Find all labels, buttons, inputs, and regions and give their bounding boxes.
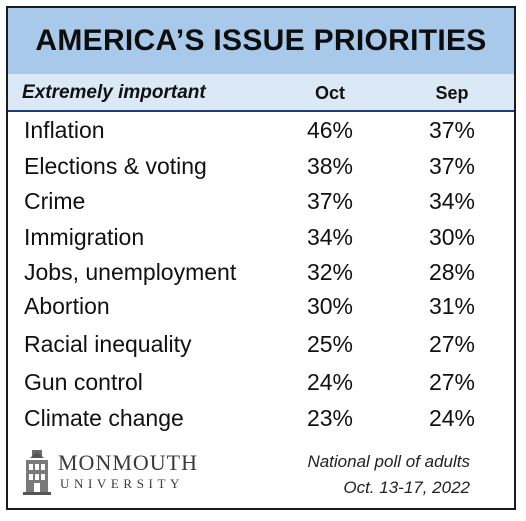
issue-label: Climate change <box>24 405 184 431</box>
logo-name: MONMOUTH <box>58 450 198 475</box>
logo-subtitle: UNIVERSITY <box>60 476 184 491</box>
table-row: Gun control 24% 27% <box>8 364 514 400</box>
value-oct: 32% <box>306 259 354 285</box>
issue-label: Jobs, unemployment <box>24 259 237 285</box>
footer: MONMOUTH UNIVERSITY National poll of adu… <box>8 440 514 508</box>
table-row: Racial inequality 25% 27% <box>8 326 514 362</box>
value-oct: 24% <box>306 369 354 395</box>
value-sep: 27% <box>428 331 476 357</box>
value-oct: 37% <box>306 188 354 214</box>
chart-title: AMERICA’S ISSUE PRIORITIES <box>8 8 514 74</box>
value-oct: 23% <box>306 405 354 431</box>
issue-label: Elections & voting <box>24 153 207 179</box>
table-row: Climate change 23% 24% <box>8 400 514 436</box>
university-building-icon <box>23 450 51 495</box>
issue-label: Racial inequality <box>24 331 192 357</box>
table-row: Inflation 46% 37% <box>8 112 514 148</box>
table-row: Jobs, unemployment 32% 28% <box>8 254 514 290</box>
value-sep: 37% <box>428 153 476 179</box>
table-row: Crime 37% 34% <box>8 183 514 219</box>
issue-label: Abortion <box>24 293 110 319</box>
row-header-label: Extremely important <box>22 82 206 103</box>
value-sep: 27% <box>428 369 476 395</box>
value-sep: 24% <box>428 405 476 431</box>
value-sep: 30% <box>428 224 476 250</box>
value-sep: 34% <box>428 188 476 214</box>
issue-label: Immigration <box>24 224 145 250</box>
issue-label: Inflation <box>24 117 105 143</box>
value-sep: 31% <box>428 293 476 319</box>
value-sep: 28% <box>428 259 476 285</box>
value-oct: 46% <box>306 117 354 143</box>
issue-label: Crime <box>24 188 86 214</box>
column-header-sep: Sep <box>435 83 469 103</box>
value-oct: 34% <box>306 224 354 250</box>
column-header-row: Extremely important Oct Sep <box>8 74 514 112</box>
value-oct: 38% <box>306 153 354 179</box>
table-row: Abortion 30% 31% <box>8 288 514 324</box>
column-header-oct: Oct <box>314 83 345 103</box>
chart-frame: AMERICA’S ISSUE PRIORITIES Extremely imp… <box>6 6 516 510</box>
monmouth-logo: MONMOUTH UNIVERSITY <box>22 448 222 500</box>
issue-label: Gun control <box>24 369 143 395</box>
source-note-line1: National poll of adults <box>307 452 470 471</box>
source-note-line2: Oct. 13-17, 2022 <box>343 478 470 497</box>
value-oct: 30% <box>306 293 354 319</box>
value-sep: 37% <box>428 117 476 143</box>
value-oct: 25% <box>306 331 354 357</box>
table-row: Elections & voting 38% 37% <box>8 148 514 184</box>
table-row: Immigration 34% 30% <box>8 219 514 255</box>
